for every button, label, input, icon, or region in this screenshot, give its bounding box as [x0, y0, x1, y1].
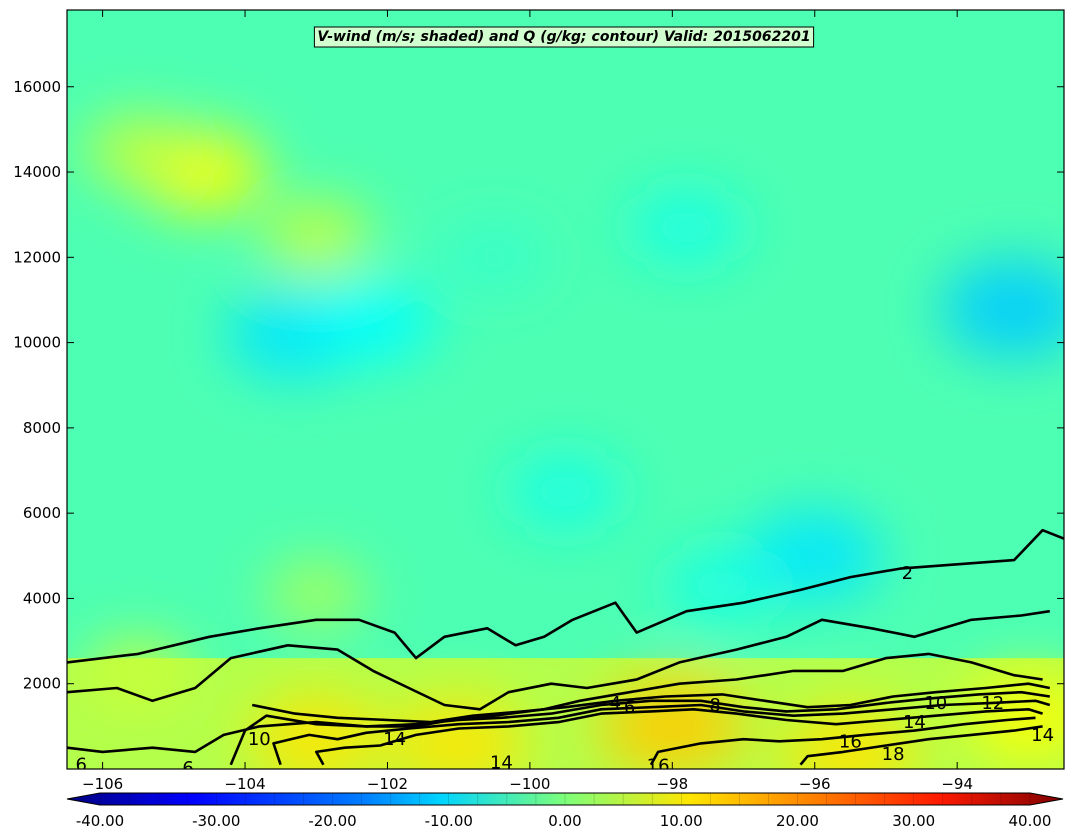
q-contour-label: 10 [924, 693, 947, 714]
shading-feature [506, 453, 625, 531]
title-background [313, 26, 815, 48]
colorbar-tick-label: -10.00 [425, 812, 473, 830]
q-contour-label: 2 [902, 563, 913, 584]
colorbar-tick-label: 30.00 [892, 812, 935, 830]
q-contour-label: 14 [903, 712, 926, 733]
q-contours [67, 528, 1064, 766]
colorbar-tick-label: -30.00 [192, 812, 240, 830]
shading-feature [439, 222, 549, 293]
x-tick-label: −98 [656, 775, 688, 793]
shading-feature [266, 562, 366, 626]
colorbar-dividers [99, 793, 1031, 805]
y-tick-label: 10000 [13, 334, 61, 352]
q-contour-label: 16 [839, 731, 862, 752]
shading-feature [940, 259, 1064, 358]
q-contour-10 [229, 690, 1050, 766]
x-tick-label: −100 [509, 775, 550, 793]
q-contour-2 [67, 528, 1064, 664]
q-contour-label: 14 [1031, 725, 1054, 746]
q-contour-label: 16 [647, 756, 670, 777]
colorbar-labels: -40.00 -30.00 -20.00 -10.00 0.00 10.00 20.00 30… [76, 812, 1052, 830]
x-tick-label: −96 [799, 775, 831, 793]
x-tick-label: −102 [367, 775, 408, 793]
q-contour-label: 18 [882, 744, 905, 765]
colorbar-tick-label: 40.00 [1009, 812, 1052, 830]
x-tick-label: −94 [941, 775, 973, 793]
colorbar-tick-label: 10.00 [660, 812, 703, 830]
q-contour-18 [799, 725, 1043, 766]
x-tick-label: −104 [224, 775, 265, 793]
shading-features [83, 115, 1064, 769]
chart-title: V-wind (m/s; shaded) and Q (g/kg; contou… [317, 29, 810, 45]
shading-feature [598, 677, 746, 769]
y-axis: 2000 4000 6000 8000 10000 12000 14000 16000 [13, 78, 1064, 693]
q-contour-label: 6 [76, 755, 87, 776]
shading-feature [627, 189, 746, 266]
q-contour-label: 8 [709, 695, 720, 716]
colorbar-tick-label: -20.00 [308, 812, 356, 830]
shading-feature [247, 693, 386, 769]
q-contour-16 [649, 716, 1036, 766]
colorbar-scale [66, 792, 1064, 806]
q-contour-label: 10 [248, 729, 271, 750]
plot-frame [66, 9, 1065, 770]
shading-feature [662, 547, 782, 625]
y-tick-label: 16000 [13, 78, 61, 96]
shading-feature [964, 675, 1064, 760]
colorbar-tick-label: -40.00 [76, 812, 124, 830]
y-tick-label: 8000 [23, 419, 61, 437]
q-contour-14 [315, 708, 1043, 766]
q-contour-label: 6 [624, 697, 635, 718]
q-contour-4 [67, 609, 1050, 711]
colorbar-tick-label: 20.00 [776, 812, 819, 830]
y-tick-label: 12000 [13, 248, 61, 266]
q-contour-label: 12 [981, 693, 1004, 714]
colorbar: -40.00 -30.00 -20.00 -10.00 0.00 10.00 20.00 30… [66, 792, 1064, 830]
q-contour-label: 14 [490, 753, 513, 774]
shading-feature [261, 201, 371, 271]
shading-feature [83, 115, 193, 186]
q-contour-label: 14 [383, 729, 406, 750]
q-contour-12 [272, 699, 1051, 766]
chart-title-box: V-wind (m/s; shaded) and Q (g/kg; contou… [313, 26, 815, 48]
shading-feature [83, 640, 193, 710]
y-tick-label: 6000 [23, 504, 61, 522]
q-contour-8 [251, 682, 1051, 724]
x-axis: −106 −104 −102 −100 −98 −96 −94 [82, 10, 973, 793]
q-contour-label: 6 [182, 758, 193, 779]
y-tick-label: 14000 [13, 163, 61, 181]
y-tick-label: 4000 [23, 589, 61, 607]
y-tick-label: 2000 [23, 675, 61, 693]
q-contour-label: 4 [610, 693, 621, 714]
shading-feature [309, 279, 438, 364]
x-tick-label: −106 [82, 775, 123, 793]
colorbar-tick-label: 0.00 [548, 812, 581, 830]
vwind-shading [67, 10, 1064, 769]
